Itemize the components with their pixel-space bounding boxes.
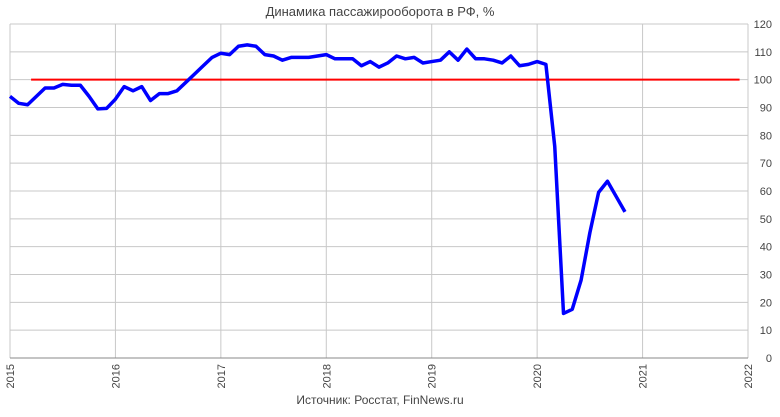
y-tick-label: 80 <box>760 130 772 142</box>
x-tick-label: 2018 <box>321 364 333 388</box>
y-tick-label: 120 <box>754 19 772 31</box>
y-tick-label: 100 <box>754 75 772 87</box>
x-tick-label: 2020 <box>532 364 544 388</box>
x-tick-label: 2016 <box>110 364 122 388</box>
y-tick-label: 10 <box>760 325 772 337</box>
y-tick-label: 110 <box>754 47 772 59</box>
y-tick-label: 0 <box>766 353 772 365</box>
x-tick-label: 2019 <box>427 364 439 388</box>
y-tick-label: 40 <box>760 242 772 254</box>
y-tick-label: 70 <box>760 158 772 170</box>
x-tick-label: 2015 <box>5 364 17 388</box>
y-tick-label: 50 <box>760 214 772 226</box>
series-line <box>8 43 627 316</box>
x-tick-label: 2017 <box>216 364 228 388</box>
x-tick-label: 2021 <box>638 364 650 388</box>
y-tick-label: 20 <box>760 297 772 309</box>
y-tick-label: 30 <box>760 270 772 282</box>
y-tick-label: 60 <box>760 186 772 198</box>
y-tick-label: 90 <box>760 103 772 115</box>
source: Источник: Росстат, FinNews.ru <box>296 393 463 407</box>
x-tick-label: 2022 <box>743 364 755 388</box>
chart-title: Динамика пассажирооборота в РФ, % <box>266 4 495 19</box>
